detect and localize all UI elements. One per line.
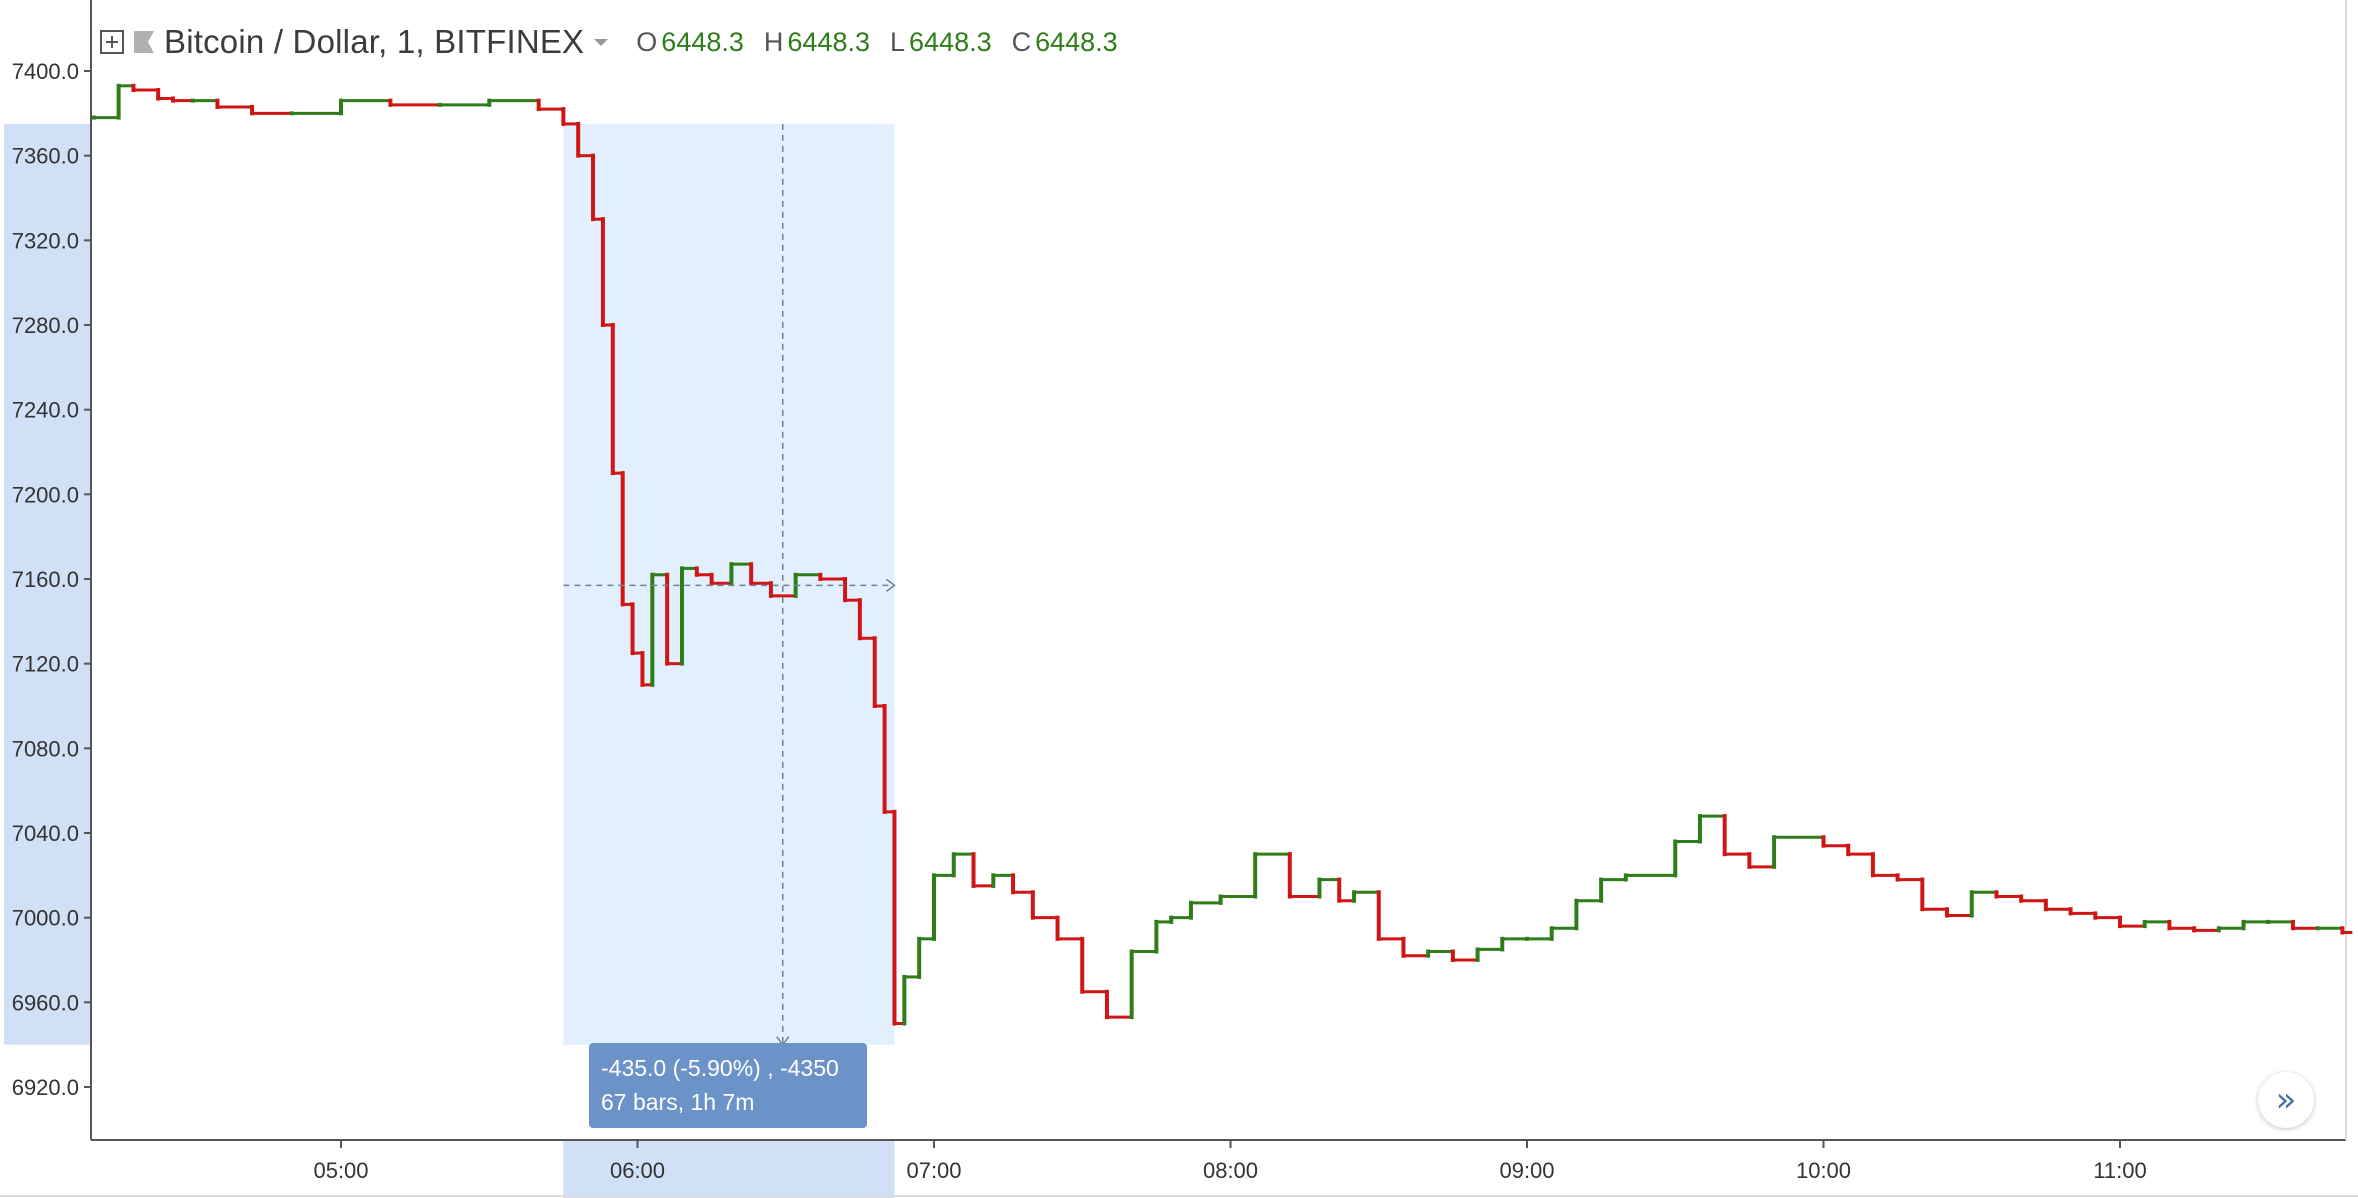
x-tick-label: 06:00 bbox=[610, 1158, 665, 1183]
open-value: 6448.3 bbox=[661, 26, 744, 57]
y-tick-label: 7000.0 bbox=[12, 906, 79, 931]
close-value: 6448.3 bbox=[1035, 26, 1118, 57]
measure-arrow-right bbox=[886, 578, 896, 592]
y-tick-label: 6920.0 bbox=[12, 1075, 79, 1100]
close-label: C bbox=[1011, 26, 1032, 57]
y-tick-label: 7160.0 bbox=[12, 567, 79, 592]
y-tick-label: 7240.0 bbox=[12, 398, 79, 423]
x-tick-label: 11:00 bbox=[2093, 1158, 2146, 1183]
double-chevron-right-icon: » bbox=[2275, 1080, 2297, 1120]
x-tick-label: 08:00 bbox=[1203, 1158, 1258, 1183]
y-tick-label: 7040.0 bbox=[12, 821, 79, 846]
x-tick-label: 10:00 bbox=[1796, 1158, 1851, 1183]
y-tick-label: 7200.0 bbox=[12, 482, 79, 507]
y-tick-label: 7120.0 bbox=[12, 652, 79, 677]
x-tick-label: 07:00 bbox=[906, 1158, 961, 1183]
x-tick-label: 09:00 bbox=[1499, 1158, 1554, 1183]
y-tick-label: 7360.0 bbox=[12, 144, 79, 169]
high-label: H bbox=[763, 26, 784, 57]
x-tick-label: 05:00 bbox=[313, 1158, 368, 1183]
y-tick-label: 6960.0 bbox=[12, 990, 79, 1015]
y-tick-label: 7280.0 bbox=[12, 313, 79, 338]
scroll-to-realtime-button[interactable]: » bbox=[2258, 1072, 2314, 1128]
time-axis-highlight bbox=[563, 1140, 895, 1198]
measure-bars-text: 67 bars, 1h 7m bbox=[601, 1089, 755, 1115]
high-value: 6448.3 bbox=[787, 26, 870, 57]
y-tick-label: 7080.0 bbox=[12, 736, 79, 761]
y-tick-label: 7400.0 bbox=[12, 59, 79, 84]
measure-tooltip: -435.0 (-5.90%) , -4350 67 bars, 1h 7m bbox=[589, 1043, 867, 1128]
low-value: 6448.3 bbox=[909, 26, 992, 57]
y-tick-label: 7320.0 bbox=[12, 228, 79, 253]
flag-icon[interactable] bbox=[134, 31, 154, 53]
symbol-title[interactable]: Bitcoin / Dollar, 1, BITFINEX bbox=[164, 23, 585, 60]
price-axis-highlight bbox=[4, 123, 91, 1045]
measure-change-text: -435.0 (-5.90%) , -4350 bbox=[601, 1055, 839, 1081]
plus-square-icon[interactable] bbox=[100, 30, 124, 54]
caret-down-icon[interactable] bbox=[594, 38, 609, 46]
low-label: L bbox=[889, 26, 906, 57]
open-label: O bbox=[636, 26, 658, 57]
series-legend[interactable]: Bitcoin / Dollar, 1, BITFINEX O 6448.3 H… bbox=[100, 22, 1138, 62]
